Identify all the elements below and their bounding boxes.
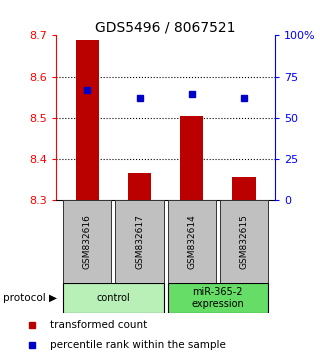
Text: GSM832616: GSM832616 xyxy=(83,214,92,269)
Bar xyxy=(168,283,268,313)
Text: percentile rank within the sample: percentile rank within the sample xyxy=(50,340,226,350)
Text: GSM832614: GSM832614 xyxy=(187,214,196,269)
Bar xyxy=(128,173,151,200)
Bar xyxy=(232,177,256,200)
Bar xyxy=(116,200,164,283)
Text: GSM832617: GSM832617 xyxy=(135,214,144,269)
Bar xyxy=(76,40,99,200)
Text: miR-365-2
expression: miR-365-2 expression xyxy=(191,287,244,309)
Bar xyxy=(168,200,216,283)
Bar xyxy=(180,116,204,200)
Bar xyxy=(220,200,268,283)
Bar xyxy=(63,200,111,283)
Text: GSM832615: GSM832615 xyxy=(239,214,248,269)
Title: GDS5496 / 8067521: GDS5496 / 8067521 xyxy=(95,20,236,34)
Text: transformed count: transformed count xyxy=(50,320,147,330)
Text: protocol ▶: protocol ▶ xyxy=(3,293,57,303)
Bar xyxy=(63,283,164,313)
Text: control: control xyxy=(97,293,130,303)
